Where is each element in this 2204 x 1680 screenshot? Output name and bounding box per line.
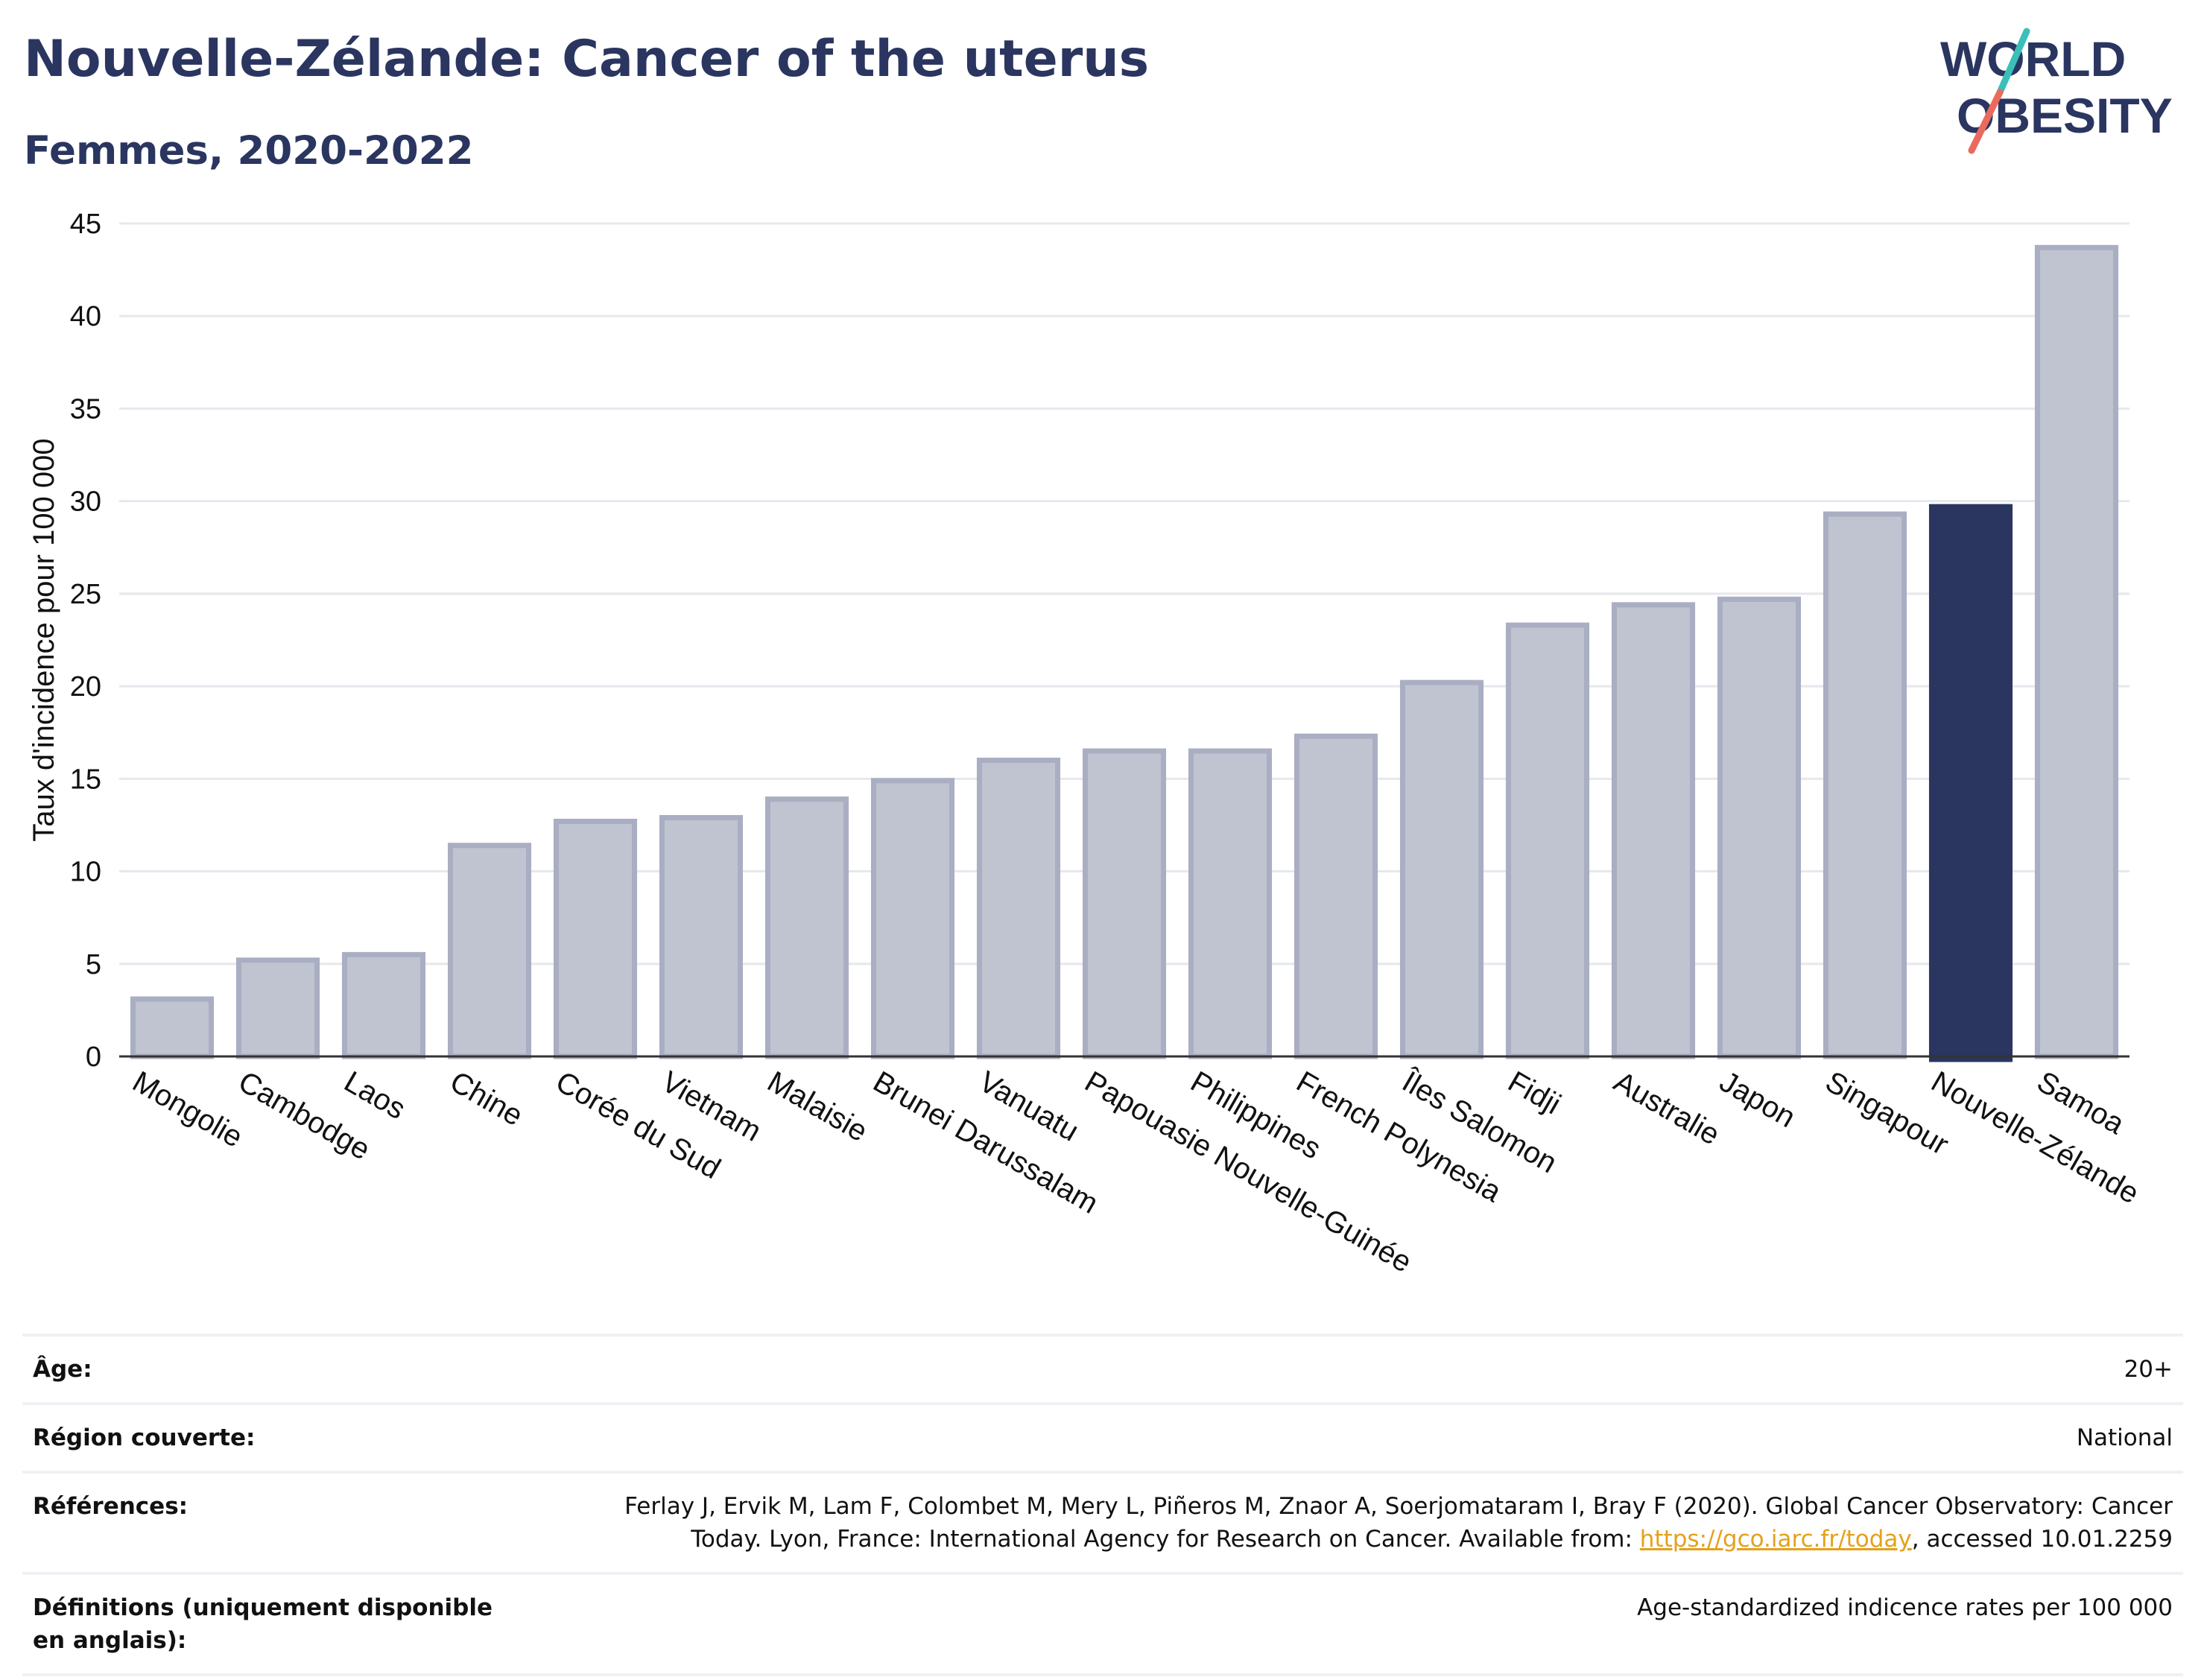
y-tick-label: 0 xyxy=(86,1042,101,1073)
meta-row-age: Âge: 20+ xyxy=(22,1334,2183,1402)
bar-mongolie xyxy=(130,996,215,1059)
logo-slash-teal xyxy=(1996,28,2030,96)
reference-link[interactable]: https://gco.iarc.fr/today xyxy=(1639,1526,1912,1553)
meta-value-definitions: Age-standardized indicence rates per 100… xyxy=(1637,1594,2173,1621)
meta-value-region: National xyxy=(2076,1424,2173,1451)
x-tick-label: Japon xyxy=(1714,1065,1801,1135)
bar-philippines xyxy=(1188,748,1273,1059)
bar-vanuatu xyxy=(976,757,1061,1059)
meta-value-age: 20+ xyxy=(2124,1356,2173,1383)
reference-text: Ferlay J, Ervik M, Lam F, Colombet M, Me… xyxy=(624,1493,2173,1553)
bar-nouvelle-z-lande xyxy=(1928,504,2013,1062)
y-tick-label: 20 xyxy=(70,671,101,703)
bar-samoa xyxy=(2034,244,2119,1059)
bar-singapour xyxy=(1823,511,1907,1059)
reference-text-after: , accessed 10.01.2259 xyxy=(1911,1526,2173,1553)
bar-malaisie xyxy=(764,796,849,1059)
x-tick-label: Chine xyxy=(445,1065,529,1132)
bar--les-salomon xyxy=(1399,679,1484,1059)
logo-slash-coral xyxy=(1968,89,2004,154)
y-tick-label: 35 xyxy=(70,393,101,425)
bar-french-polynesia xyxy=(1293,733,1378,1059)
y-tick-label: 45 xyxy=(70,209,101,240)
y-tick-label: 30 xyxy=(70,486,101,518)
y-tick-label: 15 xyxy=(70,764,101,795)
metadata-table: Âge: 20+ Région couverte: National Référ… xyxy=(22,1334,2183,1676)
y-tick-label: 5 xyxy=(86,949,101,980)
bar-cor-e-du-sud xyxy=(553,818,638,1059)
x-tick-label: Fidji xyxy=(1503,1065,1567,1121)
bar-brunei-darussalam xyxy=(870,778,955,1059)
y-tick-label: 40 xyxy=(70,301,101,332)
x-tick-label: Mongolie xyxy=(127,1065,249,1154)
meta-key-definitions: Définitions (uniquement disponible en an… xyxy=(33,1594,493,1654)
bar-laos xyxy=(341,951,426,1059)
world-obesity-logo: WORLD OBESITY xyxy=(1940,28,2173,154)
y-tick-label: 25 xyxy=(70,579,101,610)
logo-text-line2: OBESITY xyxy=(1957,88,2173,143)
y-axis-label: Taux d'incidence pour 100 000 xyxy=(28,438,60,841)
meta-key-age: Âge: xyxy=(33,1356,92,1383)
bar-fidji xyxy=(1505,622,1590,1059)
meta-row-region: Région couverte: National xyxy=(22,1402,2183,1471)
chart-title: Nouvelle-Zélande: Cancer of the uterus xyxy=(24,30,1150,89)
bar-chine xyxy=(447,843,532,1059)
meta-key-references: Références: xyxy=(33,1493,189,1520)
x-tick-label: Laos xyxy=(339,1065,411,1126)
bars xyxy=(130,244,2119,1062)
meta-row-definitions: Définitions (uniquement disponible en an… xyxy=(22,1572,2183,1676)
logo-text-line1: WORLD xyxy=(1940,31,2126,86)
x-tick-label: Australie xyxy=(1609,1065,1726,1152)
x-tick-label: Malaisie xyxy=(762,1065,873,1148)
meta-key-region: Région couverte: xyxy=(33,1424,256,1451)
bar-australie xyxy=(1611,602,1696,1059)
meta-value-references: Ferlay J, Ervik M, Lam F, Colombet M, Me… xyxy=(525,1490,2173,1556)
bar-japon xyxy=(1717,596,1802,1059)
y-tick-label: 10 xyxy=(70,857,101,888)
bar-vietnam xyxy=(659,815,744,1059)
bar-cambodge xyxy=(235,957,320,1059)
y-axis-ticks: 0 5 10 15 20 25 30 35 40 45 xyxy=(70,209,101,1073)
bar-papouasie-nouvelle-guin-e xyxy=(1082,748,1167,1059)
chart-subtitle: Femmes, 2020-2022 xyxy=(24,128,474,174)
meta-row-references: Références: Ferlay J, Ervik M, Lam F, Co… xyxy=(22,1471,2183,1572)
